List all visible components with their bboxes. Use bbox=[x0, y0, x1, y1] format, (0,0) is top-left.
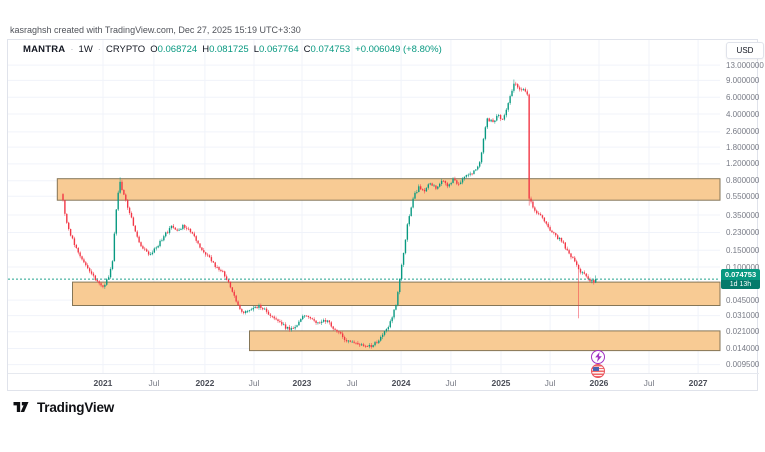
time-tick-label: Jul bbox=[643, 378, 655, 388]
time-tick-label: 2027 bbox=[688, 378, 708, 388]
supply-demand-zones[interactable] bbox=[56, 178, 721, 352]
chart-widget: MANTRA · 1W · CRYPTO O0.068724 H0.081725… bbox=[7, 39, 764, 392]
price-tick-label: 0.045000 bbox=[726, 295, 760, 305]
time-tick-label: Jul bbox=[148, 378, 160, 388]
time-tick-label: 2026 bbox=[589, 378, 609, 388]
price-axis[interactable]: 13.000000 9.000000 6.000000 4.000000 2.60000… bbox=[8, 40, 764, 373]
time-tick-label: 2021 bbox=[93, 378, 113, 388]
price-tick-label: 4.000000 bbox=[726, 109, 760, 119]
time-tick-label: Jul bbox=[445, 378, 457, 388]
price-tick-label: 1.800000 bbox=[726, 142, 760, 152]
time-tick-label: 2023 bbox=[292, 378, 312, 388]
last-price-value: 0.074753 bbox=[721, 269, 760, 280]
ohlc-close: C0.074753 bbox=[303, 44, 351, 55]
price-tick-label: 0.100000 bbox=[726, 262, 760, 272]
price-tick-label: 0.014000 bbox=[726, 344, 760, 354]
market-type-label: CRYPTO bbox=[105, 44, 146, 55]
price-tick-label: 0.800000 bbox=[726, 176, 760, 186]
last-price-label: 0.074753 1d 13h bbox=[721, 269, 760, 289]
time-axis[interactable]: 2021 Jul 2022 Jul 2023 Jul 2024 Jul 2025 Jul 2026 J… bbox=[8, 374, 759, 392]
ohlc-high: H0.081725 bbox=[202, 44, 249, 55]
symbol-name[interactable]: MANTRA bbox=[23, 44, 66, 55]
tradingview-logo-text: TradingView bbox=[37, 399, 115, 415]
upper-supply-zone bbox=[56, 178, 721, 201]
lightning-event-icon[interactable] bbox=[591, 350, 605, 364]
price-tick-label: 2.600000 bbox=[726, 127, 760, 137]
us-flag-event-icon[interactable] bbox=[591, 364, 605, 378]
time-tick-label: Jul bbox=[248, 378, 260, 388]
ohlc-open: O0.068724 bbox=[150, 44, 198, 55]
price-change: +0.006049 (+8.80%) bbox=[355, 44, 442, 55]
bar-countdown: 1d 13h bbox=[721, 280, 760, 289]
separator-dot: · bbox=[70, 44, 74, 55]
price-tick-label: 0.230000 bbox=[726, 227, 760, 237]
flag-canton bbox=[593, 366, 599, 371]
attribution-text: kasraghsh created with TradingView.com, … bbox=[10, 25, 301, 35]
price-tick-label: 0.009500 bbox=[726, 360, 760, 370]
price-tick-label: 9.000000 bbox=[726, 75, 760, 85]
time-tick-label: Jul bbox=[544, 378, 556, 388]
price-tick-label: 0.021000 bbox=[726, 327, 760, 337]
time-tick-label: 2024 bbox=[391, 378, 411, 388]
price-tick-label: 1.200000 bbox=[726, 159, 760, 169]
time-axis-divider bbox=[8, 373, 759, 374]
price-tick-label: 0.150000 bbox=[726, 245, 760, 255]
price-tick-label: 13.000000 bbox=[726, 60, 764, 70]
price-tick-label: 0.550000 bbox=[726, 191, 760, 201]
lower-demand-zone bbox=[249, 330, 721, 352]
price-tick-label: 0.350000 bbox=[726, 210, 760, 220]
interval-label[interactable]: 1W bbox=[78, 44, 93, 55]
symbol-header: MANTRA · 1W · CRYPTO O0.068724 H0.081725… bbox=[23, 44, 442, 55]
price-tick-label: 6.000000 bbox=[726, 92, 760, 102]
candlestick-chart[interactable] bbox=[8, 40, 759, 392]
ohlc-low: L0.067764 bbox=[253, 44, 299, 55]
bolt-glyph bbox=[594, 352, 602, 362]
tradingview-logo-icon bbox=[13, 402, 29, 412]
time-tick-label: Jul bbox=[346, 378, 358, 388]
separator-dot: · bbox=[97, 44, 101, 55]
price-tick-label: 0.031000 bbox=[726, 311, 760, 321]
tradingview-logo[interactable]: TradingView bbox=[11, 397, 114, 417]
time-tick-label: 2022 bbox=[195, 378, 215, 388]
candles bbox=[62, 79, 597, 349]
currency-toggle-button[interactable]: USD bbox=[726, 42, 764, 59]
time-tick-label: 2025 bbox=[491, 378, 511, 388]
